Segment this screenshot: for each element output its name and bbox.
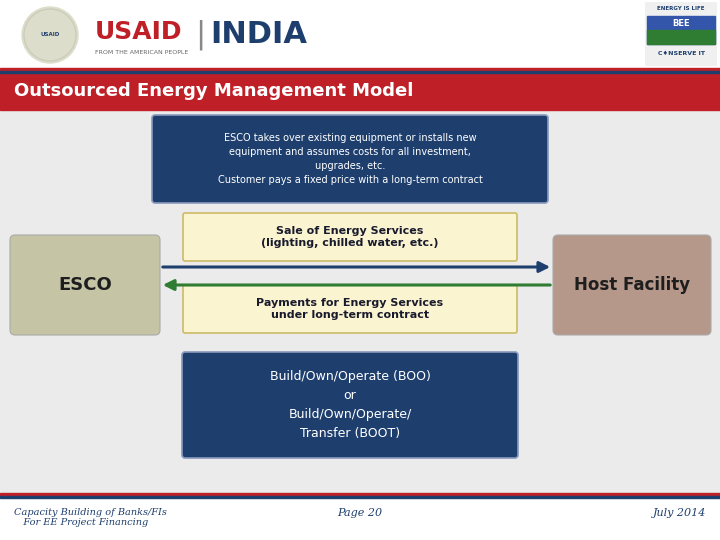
FancyBboxPatch shape — [553, 235, 711, 335]
FancyBboxPatch shape — [183, 285, 517, 333]
Bar — [0, 493, 720, 496]
Circle shape — [22, 7, 78, 63]
Bar — [0, 73, 720, 110]
Text: ESCO takes over existing equipment or installs new
equipment and assumes costs f: ESCO takes over existing equipment or in… — [217, 133, 482, 185]
FancyBboxPatch shape — [10, 235, 160, 335]
Text: Page 20: Page 20 — [338, 508, 382, 518]
FancyBboxPatch shape — [152, 115, 548, 203]
Bar — [0, 498, 720, 540]
FancyBboxPatch shape — [183, 213, 517, 261]
Text: USAID: USAID — [40, 32, 60, 37]
Text: FROM THE AMERICAN PEOPLE: FROM THE AMERICAN PEOPLE — [95, 50, 188, 55]
Text: USAID: USAID — [95, 20, 182, 44]
Text: ENERGY IS LIFE: ENERGY IS LIFE — [657, 6, 705, 11]
FancyBboxPatch shape — [182, 352, 518, 458]
Text: |: | — [195, 20, 205, 51]
Text: July 2014: July 2014 — [652, 508, 706, 518]
Text: BEE: BEE — [672, 18, 690, 28]
Bar — [0, 496, 720, 498]
Text: ESCO: ESCO — [58, 276, 112, 294]
Text: Build/Own/Operate (BOO)
or
Build/Own/Operate/
Transfer (BOOT): Build/Own/Operate (BOO) or Build/Own/Ope… — [269, 370, 431, 440]
Text: Capacity Building of Banks/FIs
   For EE Project Financing: Capacity Building of Banks/FIs For EE Pr… — [14, 508, 167, 528]
Text: Outsourced Energy Management Model: Outsourced Energy Management Model — [14, 83, 413, 100]
Text: INDIA: INDIA — [210, 20, 307, 49]
Text: Host Facility: Host Facility — [574, 276, 690, 294]
Bar — [645, 2, 717, 66]
Bar — [647, 16, 715, 44]
Text: Sale of Energy Services
(lighting, chilled water, etc.): Sale of Energy Services (lighting, chill… — [261, 226, 438, 248]
Text: C♦NSERVE IT: C♦NSERVE IT — [657, 51, 704, 56]
Bar — [647, 30, 715, 44]
Text: Payments for Energy Services
under long-term contract: Payments for Energy Services under long-… — [256, 298, 444, 320]
Bar — [0, 0, 720, 68]
Bar — [0, 73, 720, 493]
Bar — [0, 71, 720, 73]
Bar — [0, 68, 720, 71]
